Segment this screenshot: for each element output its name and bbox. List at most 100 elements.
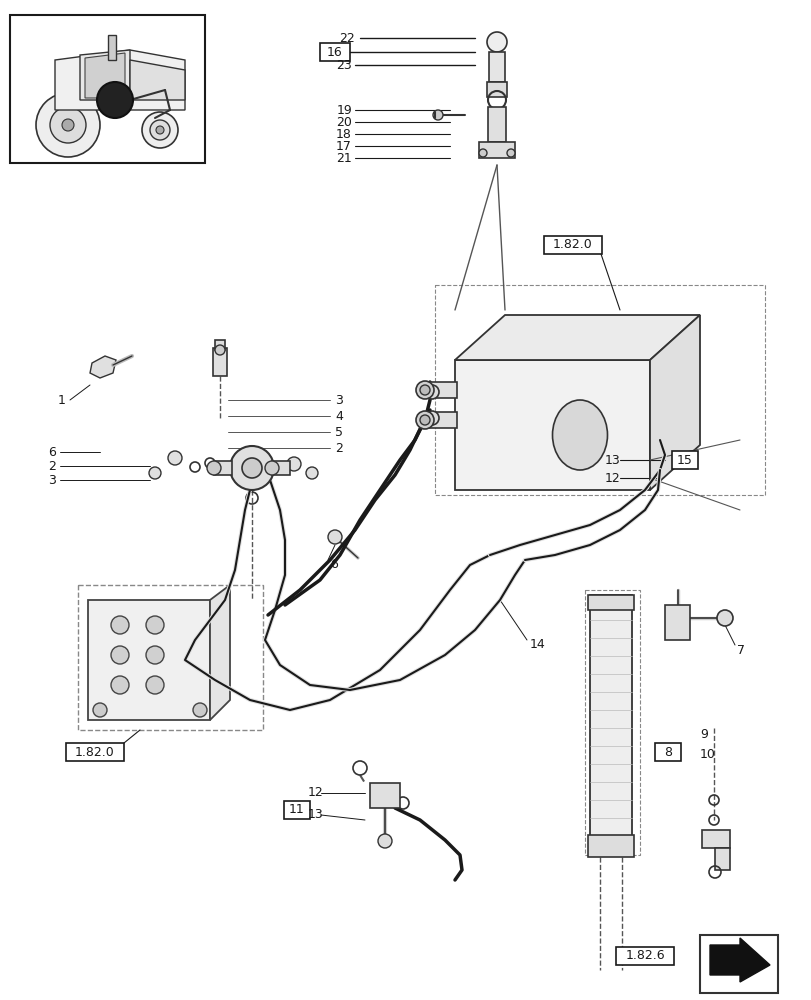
Bar bbox=[664, 605, 689, 640]
Polygon shape bbox=[454, 315, 699, 360]
Text: 13: 13 bbox=[603, 454, 620, 466]
Circle shape bbox=[506, 149, 514, 157]
Bar bbox=[584, 590, 639, 855]
Circle shape bbox=[62, 119, 74, 131]
Polygon shape bbox=[130, 60, 185, 100]
Circle shape bbox=[419, 385, 430, 395]
Circle shape bbox=[432, 110, 443, 120]
Bar bbox=[702, 830, 729, 848]
Bar bbox=[320, 43, 350, 61]
Circle shape bbox=[306, 467, 318, 479]
Circle shape bbox=[168, 451, 182, 465]
Circle shape bbox=[146, 616, 164, 634]
Circle shape bbox=[286, 457, 301, 471]
Circle shape bbox=[328, 530, 341, 544]
Text: 16: 16 bbox=[327, 46, 342, 59]
Bar bbox=[370, 783, 400, 808]
Circle shape bbox=[36, 93, 100, 157]
Text: 1.82.6: 1.82.6 bbox=[624, 949, 664, 962]
Bar bbox=[590, 595, 631, 845]
Text: 6: 6 bbox=[48, 446, 56, 458]
Text: 3: 3 bbox=[48, 474, 56, 487]
Circle shape bbox=[111, 616, 129, 634]
Text: 21: 21 bbox=[336, 152, 351, 165]
Circle shape bbox=[415, 381, 433, 399]
Text: 3: 3 bbox=[335, 393, 342, 406]
Bar bbox=[284, 801, 310, 819]
Bar bbox=[435, 285, 764, 495]
Polygon shape bbox=[55, 50, 185, 110]
Circle shape bbox=[146, 646, 164, 664]
Text: 12: 12 bbox=[603, 472, 620, 485]
Bar bbox=[214, 461, 232, 475]
Polygon shape bbox=[714, 848, 729, 870]
Polygon shape bbox=[210, 585, 230, 720]
Circle shape bbox=[150, 120, 169, 140]
Bar bbox=[108, 35, 116, 60]
Circle shape bbox=[148, 467, 161, 479]
Bar bbox=[488, 52, 504, 82]
Text: 7: 7 bbox=[736, 644, 744, 656]
Circle shape bbox=[97, 82, 133, 118]
Polygon shape bbox=[709, 938, 769, 982]
Polygon shape bbox=[478, 142, 514, 158]
Bar bbox=[487, 107, 505, 142]
Text: 8: 8 bbox=[663, 746, 672, 758]
Circle shape bbox=[478, 149, 487, 157]
Bar bbox=[699, 935, 777, 993]
Text: 1.82.0: 1.82.0 bbox=[552, 238, 592, 251]
Circle shape bbox=[111, 646, 129, 664]
Circle shape bbox=[264, 461, 279, 475]
Polygon shape bbox=[80, 50, 130, 100]
Text: 19: 19 bbox=[336, 104, 351, 117]
Text: 18: 18 bbox=[336, 128, 351, 141]
Polygon shape bbox=[90, 356, 116, 378]
Text: 23: 23 bbox=[336, 59, 351, 72]
Bar bbox=[672, 451, 697, 469]
Text: 13: 13 bbox=[307, 808, 324, 821]
Bar bbox=[424, 412, 457, 428]
Circle shape bbox=[193, 703, 207, 717]
Ellipse shape bbox=[551, 400, 607, 470]
Circle shape bbox=[424, 411, 439, 425]
Circle shape bbox=[50, 107, 86, 143]
Circle shape bbox=[156, 126, 164, 134]
Bar bbox=[616, 947, 673, 965]
Text: 10: 10 bbox=[699, 748, 715, 762]
Circle shape bbox=[487, 32, 506, 52]
Circle shape bbox=[215, 345, 225, 355]
Bar bbox=[587, 835, 633, 857]
Circle shape bbox=[424, 385, 439, 399]
Text: 1.82.0: 1.82.0 bbox=[75, 746, 114, 758]
Bar bbox=[212, 348, 227, 376]
Text: 2: 2 bbox=[335, 442, 342, 454]
Polygon shape bbox=[85, 53, 125, 98]
Text: 17: 17 bbox=[336, 140, 351, 153]
Text: 1: 1 bbox=[58, 393, 66, 406]
Circle shape bbox=[378, 834, 392, 848]
Text: 6: 6 bbox=[329, 558, 337, 572]
Bar bbox=[543, 236, 601, 254]
Circle shape bbox=[419, 415, 430, 425]
Circle shape bbox=[415, 411, 433, 429]
Bar bbox=[272, 461, 290, 475]
Circle shape bbox=[142, 112, 178, 148]
Text: 5: 5 bbox=[335, 426, 342, 438]
Polygon shape bbox=[454, 360, 649, 490]
Text: 20: 20 bbox=[336, 116, 351, 129]
Circle shape bbox=[716, 610, 732, 626]
Polygon shape bbox=[649, 315, 699, 490]
Text: 2: 2 bbox=[48, 460, 56, 473]
Bar bbox=[10, 15, 204, 163]
Text: 9: 9 bbox=[699, 728, 707, 742]
Circle shape bbox=[146, 676, 164, 694]
Text: 4: 4 bbox=[335, 410, 342, 422]
Circle shape bbox=[111, 676, 129, 694]
Bar bbox=[215, 340, 225, 350]
Text: 12: 12 bbox=[307, 786, 324, 799]
Bar bbox=[424, 382, 457, 398]
Bar bbox=[78, 585, 263, 730]
Text: 14: 14 bbox=[530, 639, 545, 652]
Circle shape bbox=[230, 446, 273, 490]
Circle shape bbox=[242, 458, 262, 478]
